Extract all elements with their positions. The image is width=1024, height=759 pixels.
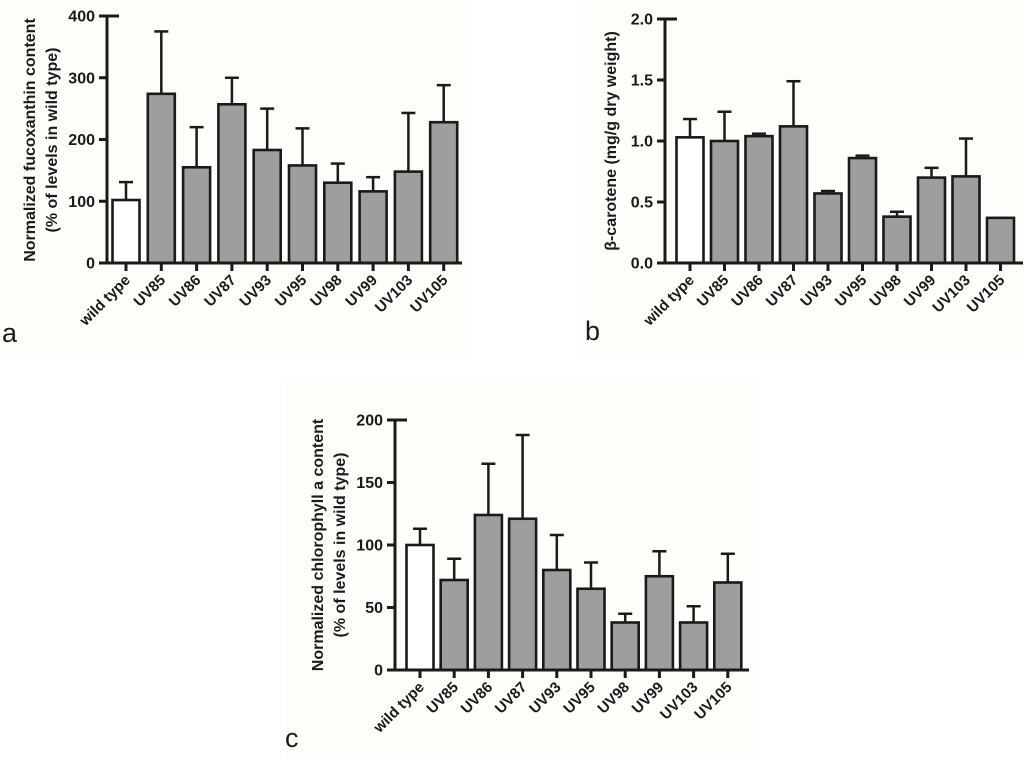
y-axis-title: Normalized chlorophyll a content	[310, 418, 327, 671]
bar	[644, 574, 675, 672]
y-tick-label: 200	[356, 413, 383, 430]
x-category-label: UV95	[560, 679, 599, 718]
x-category-label: UV93	[797, 272, 836, 311]
y-axis-title: β-carotene (mg/g dry weight)	[603, 31, 620, 251]
bar	[287, 164, 318, 265]
bar	[778, 125, 809, 265]
bar	[439, 578, 469, 672]
y-tick-label: 2.0	[631, 12, 653, 29]
x-category-label: wild type	[370, 679, 428, 737]
bar	[712, 581, 743, 672]
x-category-label: UV87	[201, 272, 240, 311]
chart-a-fucoxanthin: wild typeUV85UV86UV87UV93UV95UV98UV99UV1…	[22, 9, 462, 330]
y-tick-label: 1.5	[631, 73, 653, 90]
panel-c-letter: c	[285, 723, 299, 753]
x-category-label: UV103	[372, 272, 416, 316]
x-category-label: UV85	[694, 272, 733, 311]
x-category-label: UV85	[131, 272, 170, 311]
bar	[111, 198, 141, 265]
x-category-label: UV87	[492, 679, 531, 718]
chart-b-beta-carotene: wild typeUV85UV86UV87UV93UV95UV98UV99UV1…	[603, 12, 1023, 330]
panel-b: wild type UV85 UV86 UV87 UV93 UV95 UV98 UV99 UV1…	[583, 0, 1024, 360]
x-category-label: wild type	[76, 272, 134, 330]
bar	[541, 568, 572, 672]
y-tick-label: 100	[356, 538, 383, 555]
y-tick-label: 200	[68, 132, 95, 149]
x-category-label: UV86	[166, 272, 205, 311]
y-axis-title: (% of levels in wild type)	[332, 453, 349, 638]
bar	[847, 156, 878, 265]
x-category-label: UV86	[728, 272, 767, 311]
x-category-label: UV98	[866, 272, 905, 311]
bar	[813, 192, 843, 265]
y-tick-label: 50	[365, 600, 383, 617]
x-category-label: UV103	[929, 272, 973, 316]
bar	[507, 517, 538, 672]
bar	[217, 103, 247, 265]
bar	[610, 621, 641, 672]
x-category-label: UV103	[657, 679, 701, 723]
bar	[576, 587, 606, 672]
y-tick-label: 400	[68, 9, 95, 26]
x-category-label: UV105	[964, 272, 1008, 316]
panel-b-letter: b	[585, 316, 601, 346]
bar	[744, 134, 774, 265]
bar	[181, 165, 212, 265]
x-category-label: UV105	[691, 679, 735, 723]
panel-a: wild type UV85 UV86 UV87 UV93 UV95 UV98 UV99 UV1…	[0, 0, 470, 360]
x-category-label: UV95	[272, 272, 311, 311]
y-tick-label: 300	[68, 70, 95, 87]
bar	[678, 621, 709, 672]
panel-c: wild type UV85 UV86 UV87 UV93 UV95 UV98 UV99 UV1…	[285, 380, 760, 759]
x-category-label: wild type	[640, 272, 698, 330]
panel-a-letter: a	[2, 318, 18, 348]
x-category-label: UV86	[458, 679, 497, 718]
x-category-label: UV98	[307, 272, 346, 311]
bar	[252, 148, 282, 265]
y-tick-label: 0.5	[631, 195, 653, 212]
bar	[358, 190, 388, 265]
y-tick-label: 100	[68, 194, 95, 211]
x-category-label: UV98	[594, 679, 633, 718]
y-tick-label: 0.0	[631, 256, 653, 273]
y-tick-label: 1.0	[631, 134, 653, 151]
y-axis-title: (% of levels in wild type)	[44, 48, 61, 233]
bar	[882, 215, 912, 265]
bar	[675, 136, 705, 265]
bar	[322, 181, 353, 265]
bar	[405, 543, 435, 672]
x-category-label: UV95	[832, 272, 871, 311]
x-category-label: UV93	[236, 272, 275, 311]
bar	[951, 175, 981, 265]
y-tick-label: 0	[86, 256, 95, 273]
x-category-label: UV93	[526, 679, 565, 718]
bar	[985, 216, 1016, 265]
x-category-label: UV87	[763, 272, 802, 311]
bar	[709, 139, 740, 265]
bar	[393, 170, 424, 265]
bar	[428, 120, 459, 265]
x-category-label: UV85	[423, 679, 462, 718]
bar	[916, 176, 947, 265]
y-axis-title: Normalized fucoxanthin content	[22, 18, 39, 262]
x-category-label: UV105	[407, 272, 451, 316]
bar	[146, 92, 177, 265]
y-tick-label: 0	[374, 663, 383, 680]
y-tick-label: 150	[356, 475, 383, 492]
bar	[473, 513, 504, 672]
chart-c-chlorophyll: wild typeUV85UV86UV87UV93UV95UV98UV99UV1…	[310, 413, 749, 737]
